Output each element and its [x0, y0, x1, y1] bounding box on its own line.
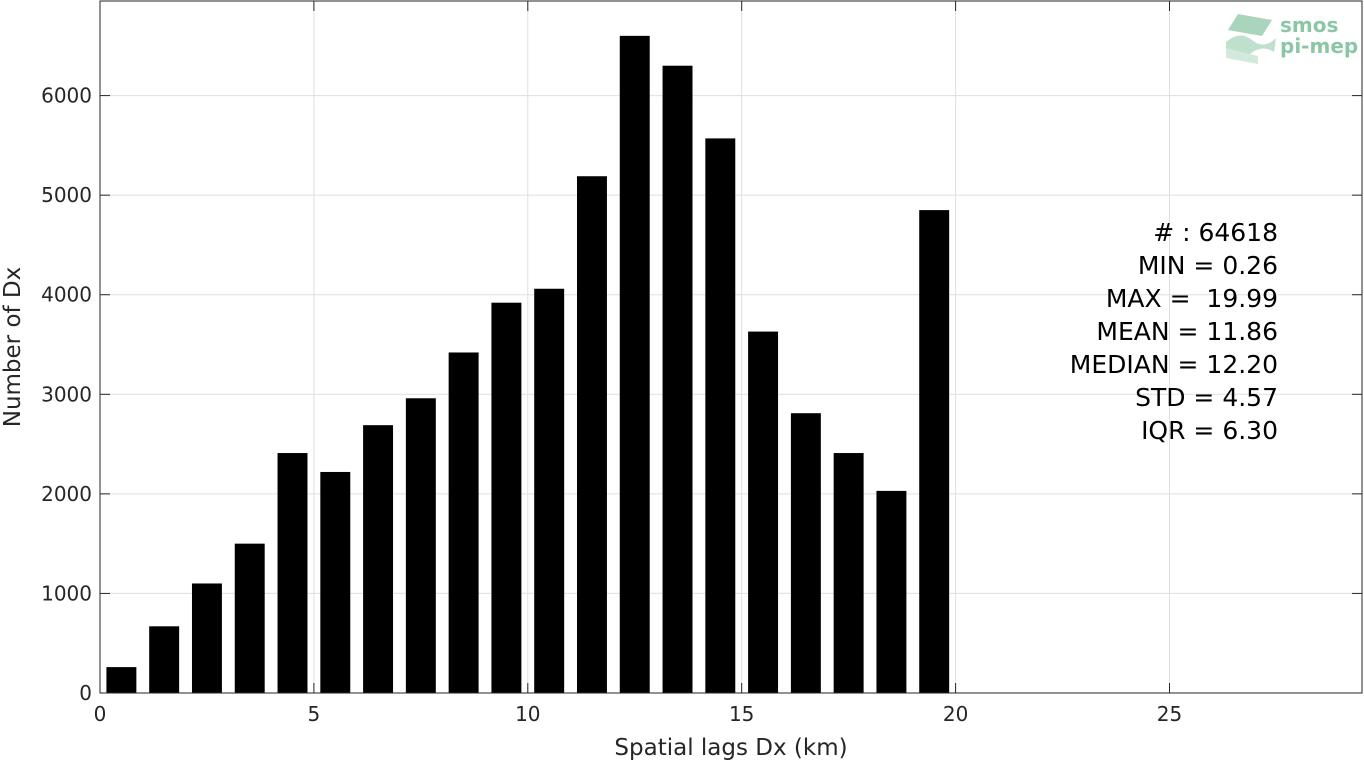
x-tick-label: 15 — [729, 702, 754, 726]
x-tick-label: 20 — [943, 702, 968, 726]
plot-frame — [99, 0, 1363, 694]
x-tick-labels: 0 5 10 15 20 25 — [94, 702, 1183, 726]
histogram-bar — [876, 490, 907, 693]
x-tick-label: 0 — [94, 702, 107, 726]
waves-logo-icon — [1226, 14, 1276, 64]
histogram-bar — [919, 210, 950, 694]
histogram-bar — [191, 583, 222, 693]
histogram-bar — [149, 626, 180, 693]
histogram-bar — [363, 425, 394, 693]
stat-max: MAX = 19.99 — [1106, 284, 1278, 313]
y-tick-label: 4000 — [41, 283, 92, 307]
logo-text-smos: smos — [1280, 13, 1338, 37]
smos-pi-mep-logo: smos pi-mep — [1226, 13, 1358, 64]
histogram-bar — [106, 667, 137, 693]
x-tick-label: 10 — [515, 702, 540, 726]
stat-mean: MEAN = 11.86 — [1096, 317, 1278, 346]
x-tick-label: 5 — [308, 702, 321, 726]
histogram-bar — [234, 543, 265, 693]
histogram-bar — [277, 453, 308, 693]
histogram-bar — [705, 138, 736, 694]
y-tick-label: 2000 — [41, 482, 92, 506]
histogram-bar — [790, 413, 821, 693]
stat-median: MEDIAN = 12.20 — [1070, 350, 1278, 379]
histogram-bar — [576, 176, 607, 693]
histogram-bar — [619, 35, 650, 693]
statistics-annotation: # : 64618 MIN = 0.26 MAX = 19.99 MEAN = … — [1070, 218, 1278, 445]
histogram-bars — [106, 35, 950, 694]
stat-iqr: IQR = 6.30 — [1141, 416, 1278, 445]
y-axis-label: Number of Dx — [0, 267, 26, 428]
logo-text-pi-mep: pi-mep — [1280, 34, 1358, 58]
x-tick-label: 25 — [1157, 702, 1182, 726]
y-tick-label: 0 — [79, 681, 92, 705]
histogram-bar — [833, 453, 864, 693]
histogram-bar — [491, 302, 522, 693]
x-axis-label: Spatial lags Dx (km) — [614, 735, 847, 761]
stat-min: MIN = 0.26 — [1138, 251, 1278, 280]
histogram-bar — [748, 331, 779, 693]
y-tick-label: 6000 — [41, 84, 92, 108]
stat-count: # : 64618 — [1153, 218, 1278, 247]
histogram-bar — [448, 352, 479, 693]
y-tick-label: 1000 — [41, 581, 92, 605]
histogram-bar — [405, 398, 436, 693]
y-tick-label: 5000 — [41, 183, 92, 207]
histogram-bar — [534, 288, 565, 693]
histogram-bar — [662, 65, 693, 693]
histogram-bar — [320, 471, 351, 693]
stat-std: STD = 4.57 — [1135, 383, 1278, 412]
y-tick-labels: 0 1000 2000 3000 4000 5000 6000 — [41, 84, 92, 705]
y-tick-label: 3000 — [41, 382, 92, 406]
axis-ticks — [99, 1, 1362, 694]
